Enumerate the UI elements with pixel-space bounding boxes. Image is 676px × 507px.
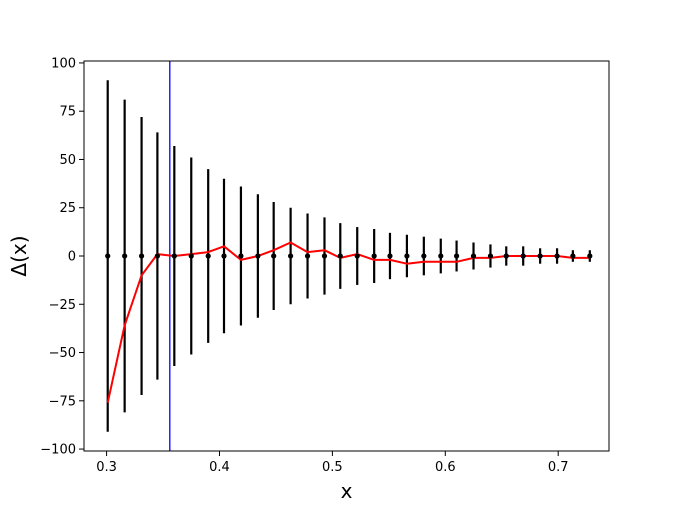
data-point xyxy=(154,253,160,259)
y-tick-label: 75 xyxy=(59,105,76,120)
y-tick-label: 25 xyxy=(59,201,76,216)
data-point xyxy=(271,253,277,259)
data-point xyxy=(503,253,509,259)
data-point xyxy=(304,253,311,259)
y-tick-label: 100 xyxy=(51,56,76,71)
data-point xyxy=(122,253,128,259)
data-point xyxy=(570,253,576,259)
series-line xyxy=(106,241,590,403)
data-point xyxy=(487,253,494,259)
data-point xyxy=(453,253,460,259)
data-point xyxy=(387,253,393,259)
data-point xyxy=(105,253,111,259)
data-point xyxy=(238,253,244,259)
data-point xyxy=(470,253,477,259)
data-point xyxy=(371,253,377,259)
data-point xyxy=(171,253,177,259)
x-tick-label: 0.7 xyxy=(548,460,569,475)
data-point xyxy=(337,253,343,259)
data-point xyxy=(537,253,543,259)
data-point xyxy=(438,253,444,259)
data-point xyxy=(354,253,360,259)
y-tick-label: −100 xyxy=(40,443,76,458)
data-point xyxy=(554,253,560,259)
y-tick-label: 0 xyxy=(68,250,76,265)
data-point xyxy=(255,253,261,259)
y-tick-label: −50 xyxy=(49,346,76,361)
x-tick-label: 0.4 xyxy=(209,460,230,475)
data-point xyxy=(421,253,427,259)
x-tick-label: 0.3 xyxy=(96,460,117,475)
data-point xyxy=(205,253,211,259)
x-axis-label: x xyxy=(341,479,353,503)
x-tick-label: 0.5 xyxy=(322,460,343,475)
data-point xyxy=(188,253,194,259)
y-tick-label: 50 xyxy=(59,153,76,168)
data-point xyxy=(221,253,227,259)
x-tick-label: 0.6 xyxy=(435,460,456,475)
data-point xyxy=(288,253,294,259)
data-point xyxy=(138,253,145,259)
data-point xyxy=(520,253,526,259)
data-point xyxy=(404,253,410,259)
data-point xyxy=(321,253,328,259)
y-tick-label: −25 xyxy=(49,298,76,313)
y-tick-label: −75 xyxy=(49,394,76,409)
y-axis-label: Δ(x) xyxy=(7,235,31,276)
data-point xyxy=(587,253,593,259)
